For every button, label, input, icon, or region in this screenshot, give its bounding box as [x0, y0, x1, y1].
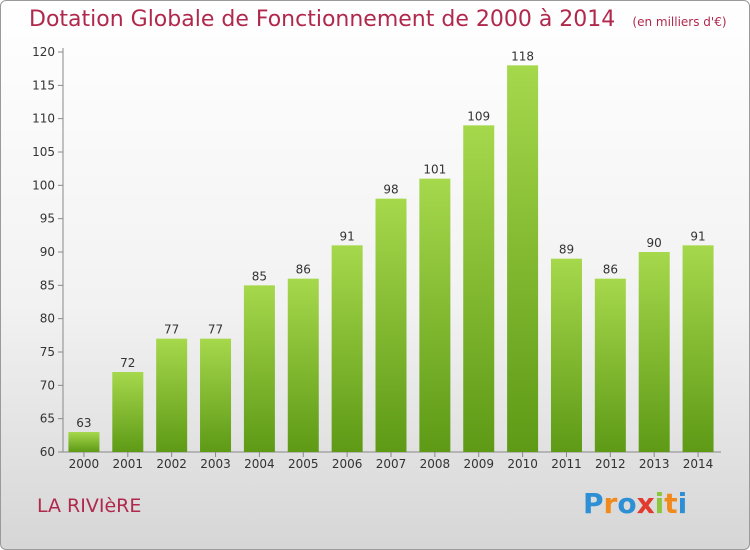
- data-label-2000: 63: [76, 416, 91, 430]
- bar-2003: [200, 338, 232, 452]
- y-tick-label: 65: [40, 412, 55, 426]
- data-label-2011: 89: [559, 243, 574, 257]
- logo-letter: r: [603, 487, 618, 520]
- data-label-2004: 85: [252, 269, 267, 283]
- title-row: Dotation Globale de Fonctionnement de 20…: [29, 7, 727, 32]
- logo-letter: x: [636, 487, 655, 520]
- chart-title: Dotation Globale de Fonctionnement de 20…: [29, 7, 616, 32]
- y-tick-label: 95: [40, 212, 55, 226]
- bar-2010: [507, 65, 539, 452]
- x-tick-label: 2008: [420, 457, 451, 471]
- data-label-2001: 72: [120, 356, 135, 370]
- proxiti-logo[interactable]: Proxiti: [583, 487, 687, 520]
- y-tick-label: 85: [40, 278, 55, 292]
- bars: [68, 65, 714, 452]
- bar-2005: [287, 278, 319, 452]
- logo-letter: i: [677, 487, 688, 520]
- bar-2002: [156, 338, 188, 452]
- y-tick-label: 115: [32, 78, 55, 92]
- data-label-2013: 90: [647, 236, 662, 250]
- bar-2004: [243, 285, 275, 452]
- y-tick-label: 75: [40, 345, 55, 359]
- bar-2006: [331, 245, 363, 452]
- x-tick-label: 2006: [332, 457, 363, 471]
- x-tick-label: 2010: [507, 457, 538, 471]
- logo-letter: o: [617, 487, 637, 520]
- bar-2013: [638, 252, 670, 452]
- data-label-2003: 77: [208, 323, 223, 337]
- data-label-2014: 91: [690, 229, 705, 243]
- x-tick-label: 2009: [463, 457, 494, 471]
- x-tick-label: 2014: [683, 457, 714, 471]
- x-axis: 2000 2001 2002 2003 2004 2005 2006 2007 2008 2009…: [63, 451, 721, 471]
- data-label-2007: 98: [383, 183, 398, 197]
- bar-2009: [463, 125, 495, 452]
- logo-letter: P: [583, 487, 604, 520]
- logo-letter: i: [654, 487, 665, 520]
- y-axis: 60 65 70 75 80 85 90 95 100 105 110 115 120: [32, 45, 64, 459]
- chart-subtitle: (en milliers d'€): [632, 15, 727, 29]
- y-tick-label: 80: [40, 312, 55, 326]
- y-tick-label: 60: [40, 445, 55, 459]
- x-tick-label: 2001: [113, 457, 144, 471]
- data-label-2012: 86: [603, 263, 618, 277]
- y-tick-label: 100: [32, 178, 55, 192]
- y-tick-label: 120: [32, 45, 55, 59]
- data-label-2006: 91: [339, 229, 354, 243]
- x-tick-label: 2002: [156, 457, 187, 471]
- commune-name: LA RIVIèRE: [37, 495, 142, 517]
- bar-2001: [112, 372, 144, 452]
- x-tick-label: 2007: [376, 457, 407, 471]
- y-tick-label: 90: [40, 245, 55, 259]
- bar-2011: [550, 258, 582, 452]
- bar-2012: [594, 278, 626, 452]
- x-tick-label: 2000: [69, 457, 100, 471]
- data-label-2002: 77: [164, 323, 179, 337]
- logo-letter: t: [664, 487, 678, 520]
- x-tick-label: 2004: [244, 457, 275, 471]
- bar-2014: [682, 245, 714, 452]
- data-label-2005: 86: [296, 263, 311, 277]
- x-tick-label: 2012: [595, 457, 626, 471]
- bar-2008: [419, 178, 451, 452]
- data-label-2010: 118: [511, 49, 534, 63]
- bar-2007: [375, 198, 407, 452]
- x-tick-label: 2011: [551, 457, 582, 471]
- y-tick-label: 110: [32, 112, 55, 126]
- x-tick-label: 2003: [200, 457, 231, 471]
- data-labels: 63 72 77 77 85 86 91 98 101 109 118 89 86 90 91: [76, 49, 705, 430]
- x-tick-label: 2005: [288, 457, 319, 471]
- y-tick-label: 105: [32, 145, 55, 159]
- y-tick-label: 70: [40, 378, 55, 392]
- bar-2000: [68, 432, 100, 452]
- x-tick-label: 2013: [639, 457, 670, 471]
- data-label-2008: 101: [423, 163, 446, 177]
- data-label-2009: 109: [467, 109, 490, 123]
